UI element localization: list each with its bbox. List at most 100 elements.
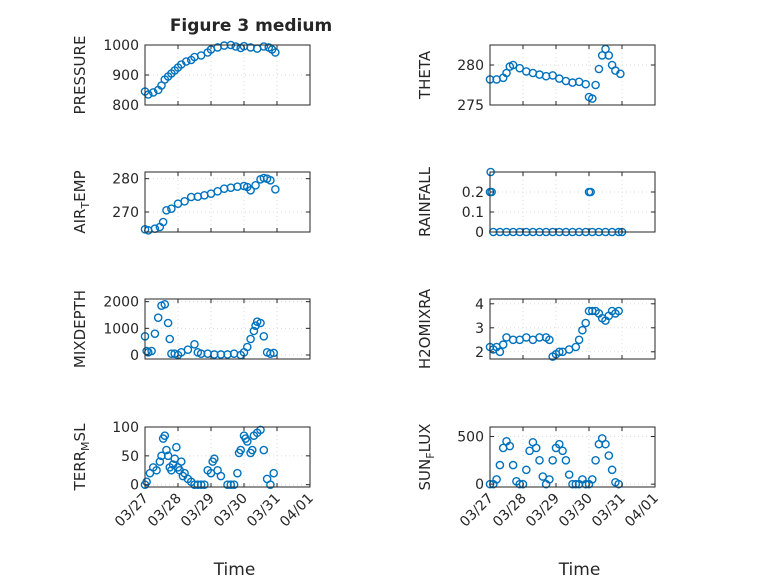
y-tick-label: 500 bbox=[457, 430, 484, 446]
y-tick-label: 0.2 bbox=[462, 185, 484, 201]
subplot-mixdepth: 0 1000 2000 MIXDEPTH bbox=[71, 290, 311, 368]
data-point bbox=[256, 318, 265, 328]
data-point bbox=[508, 460, 518, 470]
y-axis-label: MIXDEPTH bbox=[71, 290, 89, 368]
data-point bbox=[259, 332, 269, 341]
data-point bbox=[163, 318, 173, 328]
data-point bbox=[200, 480, 209, 489]
data-point bbox=[142, 477, 151, 487]
data-point bbox=[247, 445, 257, 455]
data-point bbox=[251, 321, 260, 330]
data-point bbox=[522, 465, 531, 475]
axes-box bbox=[489, 298, 656, 360]
data-point bbox=[216, 471, 226, 481]
data-point bbox=[183, 345, 193, 354]
data-point bbox=[502, 68, 511, 78]
y-tick-label: 1000 bbox=[103, 321, 139, 337]
y-axis-label: SUNFLUX bbox=[416, 424, 437, 491]
axes-box bbox=[489, 426, 656, 488]
data-point bbox=[564, 470, 574, 479]
y-tick-label: 2000 bbox=[103, 295, 139, 311]
x-tick-label: 04/01 bbox=[622, 491, 662, 531]
data-point bbox=[196, 480, 206, 489]
data-point bbox=[165, 334, 175, 344]
y-tick-label: 0.1 bbox=[462, 205, 484, 221]
y-axis-label: PRESSURE bbox=[71, 36, 89, 115]
data-point bbox=[561, 456, 571, 465]
y-axis-label: RAINFALL bbox=[416, 166, 434, 237]
data-point bbox=[518, 479, 528, 489]
data-point bbox=[172, 442, 181, 452]
data-point bbox=[269, 468, 279, 478]
axes-box bbox=[144, 298, 311, 360]
data-point bbox=[604, 451, 614, 460]
data-point bbox=[246, 334, 255, 344]
data-point bbox=[246, 186, 255, 195]
x-tick-label: 03/29 bbox=[178, 491, 218, 531]
data-point bbox=[591, 456, 600, 465]
data-point bbox=[548, 456, 558, 465]
y-tick-label: 280 bbox=[112, 172, 139, 188]
x-tick-label: 03/30 bbox=[556, 491, 596, 531]
y-tick-label: 270 bbox=[112, 205, 139, 221]
data-point bbox=[571, 479, 581, 489]
y-tick-label: 1000 bbox=[103, 38, 139, 54]
data-point bbox=[581, 79, 591, 89]
data-point bbox=[259, 42, 269, 51]
y-tick-label: 0 bbox=[130, 348, 139, 364]
y-tick-label: 3 bbox=[475, 321, 484, 337]
data-point bbox=[616, 69, 625, 79]
figure-title: Figure 3 medium bbox=[170, 16, 332, 36]
data-point bbox=[155, 457, 165, 466]
data-point bbox=[545, 475, 554, 484]
y-tick-label: 800 bbox=[112, 98, 139, 114]
data-point bbox=[249, 326, 259, 336]
x-axis-label: Time bbox=[213, 560, 256, 580]
y-axis-label: AIRTEMP bbox=[71, 170, 92, 233]
data-point bbox=[266, 349, 275, 358]
data-point bbox=[607, 465, 617, 475]
x-tick-label: 03/31 bbox=[244, 491, 284, 531]
x-tick-label: 03/27 bbox=[457, 491, 497, 531]
data-point bbox=[487, 187, 496, 197]
data-point bbox=[231, 42, 241, 51]
data-point bbox=[148, 88, 158, 97]
data-point bbox=[229, 480, 239, 489]
data-point bbox=[256, 425, 265, 435]
data-point bbox=[495, 460, 505, 470]
data-point bbox=[190, 340, 199, 349]
x-tick-label: 03/29 bbox=[523, 491, 563, 531]
y-tick-label: 0 bbox=[475, 477, 484, 493]
data-point bbox=[604, 51, 614, 60]
x-tick-label: 03/30 bbox=[211, 491, 251, 531]
x-tick-label: 03/28 bbox=[490, 491, 530, 531]
data-point bbox=[180, 197, 189, 206]
data-point bbox=[588, 475, 597, 484]
data-point bbox=[147, 346, 156, 356]
subplot-h2omixra: 2 3 4 H2OMIXRA bbox=[416, 288, 656, 369]
data-point bbox=[242, 342, 252, 352]
data-point bbox=[578, 325, 587, 335]
data-point bbox=[555, 347, 564, 357]
data-point bbox=[591, 80, 600, 90]
data-point bbox=[233, 468, 242, 478]
data-point bbox=[259, 445, 269, 455]
data-point bbox=[558, 446, 567, 456]
y-tick-label: 0 bbox=[475, 225, 484, 241]
data-point bbox=[508, 60, 518, 70]
data-point bbox=[581, 318, 591, 328]
data-point bbox=[594, 64, 604, 74]
y-tick-label: 275 bbox=[457, 98, 484, 114]
data-point bbox=[236, 445, 245, 455]
data-point bbox=[162, 445, 171, 455]
data-point bbox=[209, 454, 219, 464]
y-tick-label: 2 bbox=[475, 345, 484, 361]
y-tick-label: 900 bbox=[112, 68, 139, 84]
x-tick-label: 03/27 bbox=[112, 491, 152, 531]
y-tick-label: 50 bbox=[121, 449, 139, 465]
data-point bbox=[266, 176, 275, 185]
data-point bbox=[586, 187, 595, 197]
